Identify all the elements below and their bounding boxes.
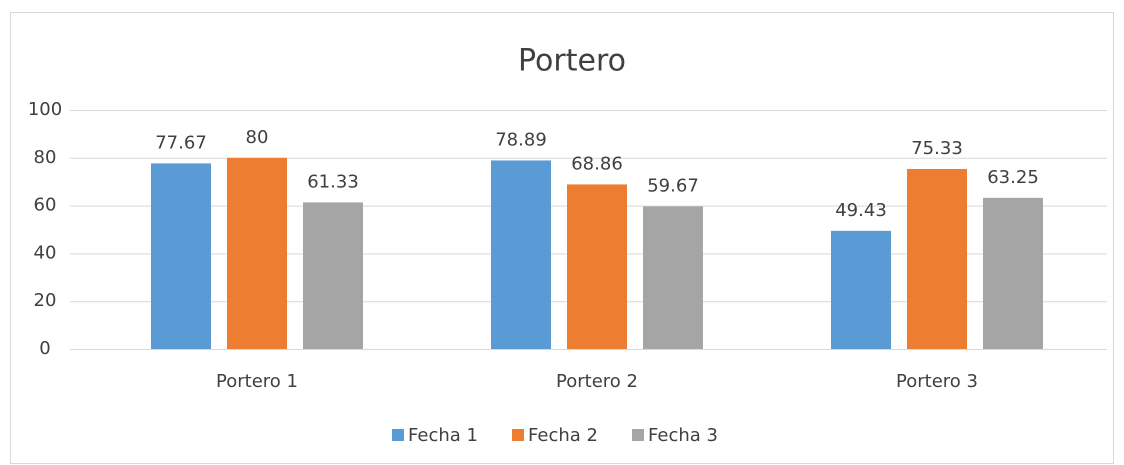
bar — [831, 230, 891, 349]
bar — [227, 157, 287, 349]
legend-label: Fecha 3 — [648, 425, 718, 446]
y-tick-label: 0 — [39, 338, 50, 359]
legend-label: Fecha 2 — [528, 425, 598, 446]
x-tick-label: Portero 3 — [896, 371, 978, 392]
y-tick-label: 80 — [34, 147, 57, 168]
legend-swatch — [512, 429, 524, 441]
bar — [151, 163, 211, 349]
data-label: 78.89 — [495, 129, 547, 150]
y-tick-label: 100 — [28, 99, 62, 120]
x-tick-label: Portero 2 — [556, 371, 638, 392]
data-label: 61.33 — [307, 171, 359, 192]
bar — [491, 160, 551, 349]
data-label: 63.25 — [987, 167, 1039, 188]
legend-label: Fecha 1 — [408, 425, 478, 446]
y-tick-label: 60 — [34, 195, 57, 216]
data-label: 59.67 — [647, 175, 699, 196]
chart-title: Portero — [518, 44, 626, 79]
data-label: 77.67 — [155, 132, 207, 153]
data-label: 49.43 — [835, 200, 887, 221]
bar — [983, 197, 1043, 349]
y-tick-label: 20 — [34, 290, 57, 311]
bar — [907, 168, 967, 349]
legend-swatch — [632, 429, 644, 441]
data-label: 68.86 — [571, 153, 623, 174]
data-label: 75.33 — [911, 138, 963, 159]
bar — [303, 202, 363, 349]
bar — [643, 206, 703, 349]
x-tick-label: Portero 1 — [216, 371, 298, 392]
y-tick-label: 40 — [34, 242, 57, 263]
legend-swatch — [392, 429, 404, 441]
bar — [567, 184, 627, 349]
data-label: 80 — [246, 127, 269, 148]
